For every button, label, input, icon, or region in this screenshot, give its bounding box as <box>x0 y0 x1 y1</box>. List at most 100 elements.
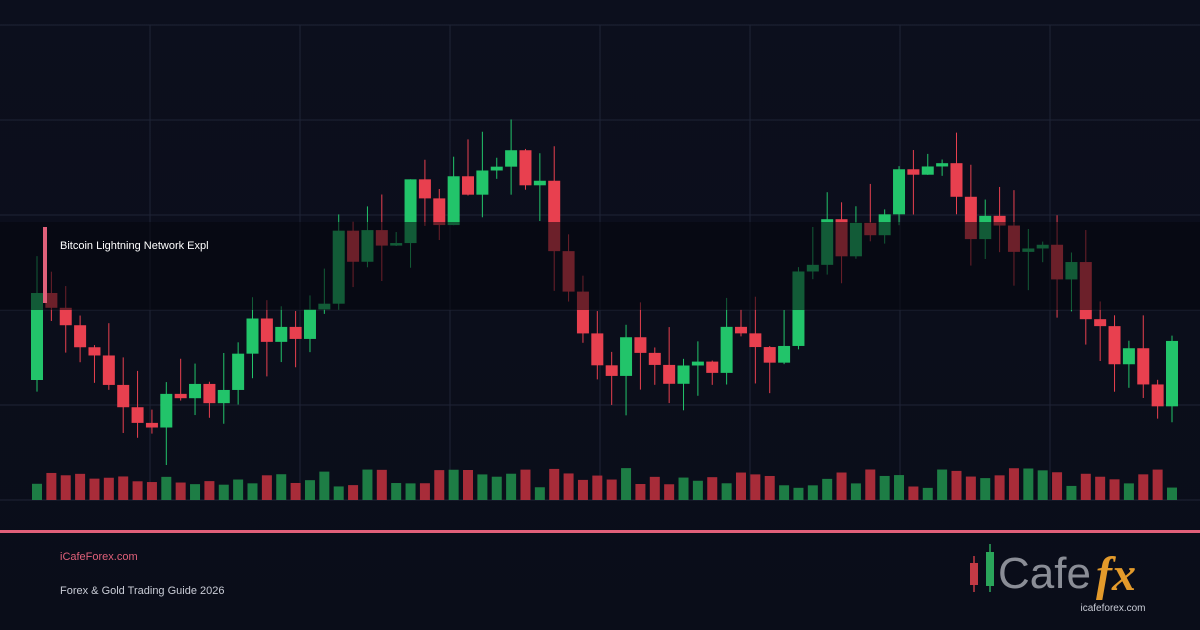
candle-part <box>376 469 387 500</box>
candle-part <box>879 475 890 500</box>
candle-part <box>203 383 216 404</box>
candle-part <box>204 481 215 500</box>
candle-part <box>763 347 776 363</box>
candle-part <box>419 483 430 500</box>
candle-part <box>218 484 229 500</box>
candle-part <box>506 473 517 500</box>
candle-part <box>707 477 718 500</box>
candle-part <box>462 176 475 195</box>
candle-part <box>793 487 804 500</box>
candle-part <box>950 163 963 197</box>
candle-part <box>922 487 933 500</box>
candle-part <box>606 479 617 500</box>
candle-part <box>994 475 1005 500</box>
candle-part <box>649 476 660 500</box>
candle-part <box>807 485 818 500</box>
candle-part <box>605 365 618 376</box>
candle-part <box>563 473 574 500</box>
logo-url: icafeforex.com <box>1080 603 1145 614</box>
candle-part <box>1167 487 1177 500</box>
candle-part <box>692 480 703 500</box>
candle-part <box>1008 468 1019 500</box>
candle-part <box>463 469 474 500</box>
candle-part <box>275 326 288 342</box>
candle-part <box>289 326 302 339</box>
candle-part <box>865 469 876 500</box>
candle-part <box>1037 470 1048 500</box>
candle-part <box>31 293 43 380</box>
candle-part <box>247 483 258 500</box>
candle-part <box>189 383 202 399</box>
candle-part <box>59 307 72 326</box>
candle-part <box>1138 474 1149 500</box>
candle-part <box>75 473 86 500</box>
candle-part <box>1080 473 1091 500</box>
candle-part <box>303 309 316 339</box>
candle-part <box>534 487 545 500</box>
footer-tagline: Forex & Gold Trading Guide 2026 <box>60 585 224 597</box>
candle-part <box>290 482 301 500</box>
candle-part <box>734 326 747 334</box>
candle-part <box>74 325 87 348</box>
candle-part <box>836 472 847 500</box>
candle-part <box>146 482 157 500</box>
candle-part <box>160 393 173 428</box>
title: Bitcoin Lightning Network Expl <box>60 240 209 252</box>
candle-part <box>894 475 905 500</box>
candle-part <box>1108 326 1121 365</box>
candle-part <box>735 472 746 500</box>
candle-part <box>779 485 790 500</box>
candle-part <box>60 475 71 500</box>
candle-part <box>750 474 761 500</box>
candle-part <box>621 468 632 500</box>
candle-part <box>720 326 733 373</box>
candle-part <box>549 468 560 500</box>
candle-part <box>131 407 144 423</box>
candle-part <box>447 176 460 226</box>
divider <box>0 530 1200 533</box>
candle-part <box>132 481 143 500</box>
candle-part <box>936 163 949 167</box>
candle-part <box>620 337 633 376</box>
candle-part <box>1166 340 1178 407</box>
candle-part <box>46 472 57 500</box>
candle-part <box>778 345 791 363</box>
candle-part <box>980 478 991 500</box>
candle-part <box>907 169 920 175</box>
title-accent <box>43 227 47 303</box>
candle-part <box>319 471 330 500</box>
candle-part <box>749 333 762 348</box>
candle-part <box>89 478 100 500</box>
logo-brand: Cafe <box>998 549 1091 598</box>
logo-accent: fx <box>1096 548 1136 601</box>
candle-part <box>276 474 287 500</box>
candle-part <box>405 483 416 500</box>
candle-part <box>706 361 719 373</box>
candle-part <box>333 486 344 500</box>
title-band <box>0 222 1200 310</box>
candle-part <box>664 484 675 500</box>
candle-part <box>190 484 201 500</box>
candle-part <box>304 480 315 500</box>
candle-part <box>1151 384 1164 407</box>
candle-part <box>1094 319 1107 327</box>
candle-part <box>232 353 245 390</box>
candle-part <box>822 478 833 500</box>
candle-part <box>490 166 503 171</box>
logo: Cafe fx icafeforex.com <box>970 544 1146 614</box>
candle-part <box>921 166 934 175</box>
candle-part <box>348 485 359 500</box>
candle-part <box>1109 479 1120 500</box>
candle-part <box>103 477 114 500</box>
candle-part <box>117 384 130 408</box>
candle-part <box>520 469 531 500</box>
candle-part <box>260 318 273 342</box>
candle-part <box>362 469 373 500</box>
candle-part <box>951 470 962 500</box>
candle-part <box>635 484 646 500</box>
candle-part <box>1095 476 1106 500</box>
candle-part <box>433 198 446 226</box>
candle-part <box>993 215 1006 226</box>
candle-part <box>764 475 775 500</box>
